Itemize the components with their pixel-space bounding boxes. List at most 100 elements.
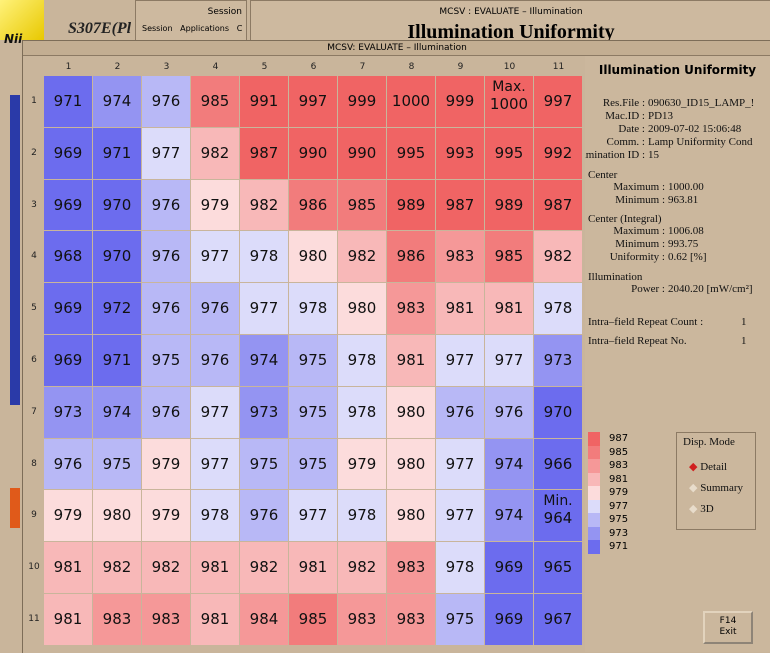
menu-item[interactable]: C <box>236 24 243 33</box>
grid-cell: 976 <box>142 179 191 232</box>
field-label: Date : <box>618 123 645 135</box>
grid-cell: 975 <box>289 335 338 387</box>
grid-cell: 977 <box>436 490 485 543</box>
cell-value: 985 <box>494 247 524 266</box>
grid-cell: 990 <box>289 127 338 180</box>
grid-cell: 987 <box>436 179 485 232</box>
grid-cell: 971 <box>44 76 93 128</box>
cell-value: 985 <box>200 92 230 110</box>
field-value: PD13 <box>648 110 674 122</box>
grid-cell: 983 <box>93 594 142 646</box>
grid-cell: 976 <box>191 335 240 387</box>
grid-cell: 976 <box>142 231 191 284</box>
cell-value: 995 <box>396 143 426 162</box>
grid-cell: 979 <box>142 490 191 543</box>
cell-value: 982 <box>249 195 279 214</box>
disp-mode-title: Disp. Mode <box>683 436 735 448</box>
row-header: 2 <box>31 147 37 158</box>
grid-cell: 982 <box>240 542 289 594</box>
column-header: 9 <box>457 62 464 72</box>
grid-cell: 978 <box>338 386 387 439</box>
cell-value: 983 <box>102 610 132 628</box>
grid-cell: 969 <box>44 179 93 232</box>
info-panel: Illumination Uniformity <box>585 56 770 652</box>
cell-value: 997 <box>298 92 328 110</box>
cell-value: 992 <box>543 143 573 162</box>
cell-tag: Min. <box>543 493 573 510</box>
grid-cell: 971 <box>93 335 142 387</box>
field-value: 2040.20 [mW/cm²] <box>668 283 753 295</box>
grid-cell: 974 <box>485 490 534 543</box>
legend-label: 987 <box>609 433 629 444</box>
column-header: 4 <box>212 62 219 72</box>
cell-value: 975 <box>445 610 475 628</box>
cell-value: 968 <box>53 247 83 266</box>
grid-cell: 980 <box>387 386 436 439</box>
cell-value: 977 <box>200 402 230 421</box>
legend-swatch <box>588 472 600 486</box>
field-value: 2009-07-02 15:06:48 <box>648 123 742 135</box>
section-heading: Illumination <box>588 271 643 283</box>
legend-swatch <box>588 459 600 473</box>
cell-value: 979 <box>200 195 230 214</box>
grid-cell: 974 <box>240 335 289 387</box>
grid-cell: 968 <box>44 231 93 284</box>
grid-cell: 981 <box>436 283 485 335</box>
field-label: Intra–field Repeat No. <box>588 335 687 347</box>
cell-value: 981 <box>298 558 328 577</box>
cell-value: 980 <box>298 247 328 266</box>
mode-option[interactable]: ◆ Detail <box>689 461 728 473</box>
mode-option[interactable]: ◆ 3D <box>689 503 714 515</box>
exit-button[interactable]: F14 Exit <box>703 611 753 644</box>
field-value: 1006.08 <box>668 225 704 237</box>
field-label: Illumination ID : <box>585 149 645 161</box>
mode-label: Summary <box>700 482 743 494</box>
grid-cell: 977 <box>436 438 485 491</box>
field-value: 1 <box>741 335 747 347</box>
cell-value: 976 <box>53 454 83 473</box>
cell-value: 979 <box>53 506 83 525</box>
column-header: 7 <box>359 62 366 72</box>
cell-value: 975 <box>102 454 132 473</box>
grid-cell: 991 <box>240 76 289 128</box>
mode-label: Detail <box>700 461 728 473</box>
grid-cell: 977 <box>240 283 289 335</box>
grid-cell: 979 <box>191 179 240 232</box>
grid-cell: 997 <box>534 76 583 128</box>
grid-cell: 983 <box>387 542 436 594</box>
legend-label: 985 <box>609 446 629 458</box>
grid-cell: 977 <box>289 490 338 543</box>
cell-value: 982 <box>151 558 181 577</box>
grid-cell: 995 <box>485 127 534 180</box>
field-label: Maximum : <box>613 225 665 237</box>
back-window-title: MCSV : EVALUATE – Illumination <box>439 7 583 17</box>
cell-value: 976 <box>249 506 279 525</box>
cell-value: 987 <box>543 195 573 214</box>
field-label: Uniformity : <box>609 251 665 263</box>
cell-value: 991 <box>249 92 279 110</box>
field-value: 090630_ID15_LAMP_! <box>648 97 755 109</box>
cell-value: 976 <box>151 195 181 214</box>
grid-cell: 969 <box>485 542 534 594</box>
grid-cell: 987 <box>240 127 289 180</box>
cell-value: 978 <box>249 247 279 266</box>
menu-item[interactable]: Applications <box>180 24 230 33</box>
grid-cell: 965 <box>534 542 583 594</box>
grid-cell: 989 <box>387 179 436 232</box>
menu-item[interactable]: Session <box>142 24 173 33</box>
grid-cell: 985 <box>191 76 240 128</box>
legend-label: 973 <box>609 527 629 539</box>
mode-option[interactable]: ◆ Summary <box>689 482 743 494</box>
cell-value: 982 <box>200 143 230 162</box>
cell-value: 978 <box>445 558 475 577</box>
cell-value: 971 <box>102 143 132 162</box>
cell-value: 986 <box>396 247 426 266</box>
grid-cell: 982 <box>93 542 142 594</box>
cell-value: 986 <box>298 195 328 214</box>
cell-value: 966 <box>543 454 573 473</box>
grid-cell: 970 <box>534 386 583 439</box>
cell-value: 983 <box>396 610 426 628</box>
grid-cell: 979 <box>142 438 191 491</box>
grid-cell: 969 <box>44 335 93 387</box>
cell-value: 980 <box>102 506 132 525</box>
